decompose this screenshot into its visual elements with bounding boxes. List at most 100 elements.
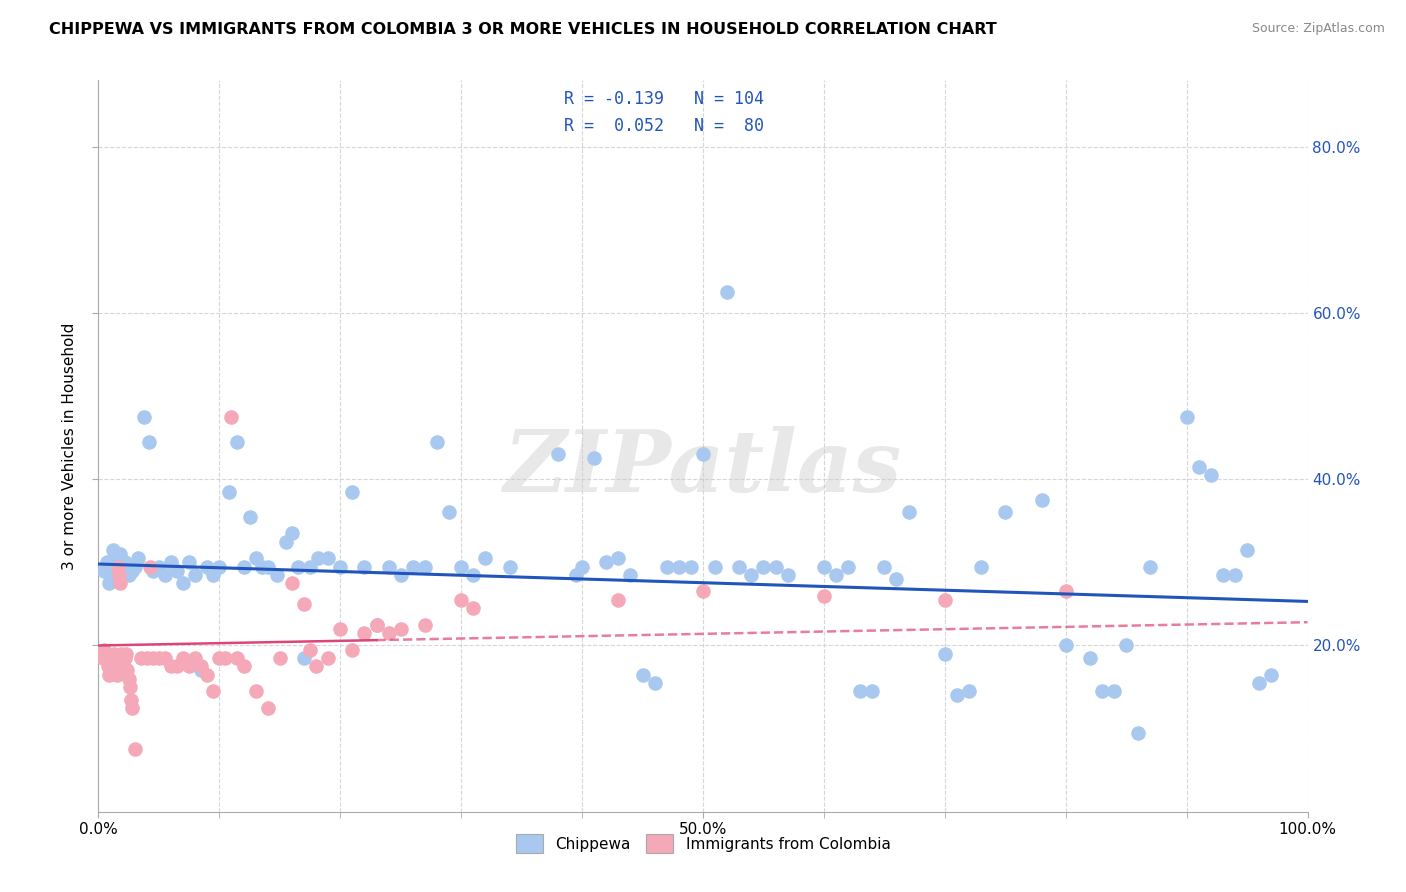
Point <box>266 567 288 582</box>
Point <box>118 567 141 582</box>
Point <box>114 651 136 665</box>
Point <box>849 684 872 698</box>
Point <box>108 576 131 591</box>
Point <box>110 647 132 661</box>
Point <box>190 664 212 678</box>
Point <box>226 434 249 449</box>
Point <box>366 617 388 632</box>
Point <box>121 701 143 715</box>
Point <box>111 564 134 578</box>
Point <box>184 651 207 665</box>
Point <box>413 617 436 632</box>
Point <box>1054 639 1077 653</box>
Point <box>946 689 969 703</box>
Point <box>142 651 165 665</box>
Point <box>120 692 142 706</box>
Point <box>138 434 160 449</box>
Point <box>226 651 249 665</box>
Point <box>1102 684 1125 698</box>
Point <box>1091 684 1114 698</box>
Point <box>565 567 588 582</box>
Point <box>607 551 630 566</box>
Point <box>221 409 243 424</box>
Point <box>571 559 593 574</box>
Point <box>179 555 201 569</box>
Point <box>218 484 240 499</box>
Text: R = -0.139   N = 104: R = -0.139 N = 104 <box>564 90 763 108</box>
Point <box>692 584 714 599</box>
Point <box>93 564 115 578</box>
Point <box>342 484 364 499</box>
Point <box>1078 651 1101 665</box>
Point <box>105 559 128 574</box>
Point <box>104 551 127 566</box>
Point <box>813 559 835 574</box>
Point <box>1175 409 1198 424</box>
Point <box>124 559 146 574</box>
Point <box>329 559 352 574</box>
Point <box>595 555 617 569</box>
Point <box>1199 468 1222 483</box>
Point <box>1031 493 1053 508</box>
Point <box>994 506 1017 520</box>
Point <box>245 551 267 566</box>
Point <box>97 659 120 673</box>
Point <box>413 559 436 574</box>
Point <box>121 564 143 578</box>
Point <box>583 451 606 466</box>
Point <box>776 567 799 582</box>
Point <box>256 559 278 574</box>
Point <box>142 564 165 578</box>
Point <box>100 564 122 578</box>
Point <box>117 664 139 678</box>
Point <box>547 447 569 461</box>
Point <box>202 567 225 582</box>
Point <box>716 285 738 300</box>
Point <box>498 559 520 574</box>
Point <box>292 651 315 665</box>
Point <box>135 651 157 665</box>
Point <box>239 509 262 524</box>
Point <box>873 559 896 574</box>
Point <box>299 642 322 657</box>
Point <box>115 647 138 661</box>
Point <box>214 651 236 665</box>
Point <box>96 647 118 661</box>
Point <box>148 651 170 665</box>
Point <box>655 559 678 574</box>
Point <box>316 651 339 665</box>
Point <box>103 647 125 661</box>
Point <box>111 655 134 669</box>
Point <box>1249 676 1271 690</box>
Point <box>426 434 449 449</box>
Point <box>195 667 218 681</box>
Legend: Chippewa, Immigrants from Colombia: Chippewa, Immigrants from Colombia <box>509 828 897 859</box>
Point <box>179 659 201 673</box>
Point <box>450 592 472 607</box>
Point <box>825 567 848 582</box>
Point <box>107 559 129 574</box>
Point <box>316 551 339 566</box>
Text: Source: ZipAtlas.com: Source: ZipAtlas.com <box>1251 22 1385 36</box>
Point <box>377 626 399 640</box>
Point <box>934 647 956 661</box>
Point <box>91 651 114 665</box>
Point <box>93 642 115 657</box>
Point <box>1115 639 1137 653</box>
Point <box>679 559 702 574</box>
Point <box>287 559 309 574</box>
Point <box>208 559 231 574</box>
Point <box>160 659 183 673</box>
Point <box>1260 667 1282 681</box>
Point <box>166 564 188 578</box>
Point <box>100 659 122 673</box>
Point <box>190 659 212 673</box>
Point <box>389 567 412 582</box>
Point <box>112 664 135 678</box>
Point <box>118 672 141 686</box>
Text: ZIPatlas: ZIPatlas <box>503 426 903 509</box>
Point <box>104 664 127 678</box>
Point <box>765 559 787 574</box>
Point <box>281 576 304 591</box>
Point <box>148 559 170 574</box>
